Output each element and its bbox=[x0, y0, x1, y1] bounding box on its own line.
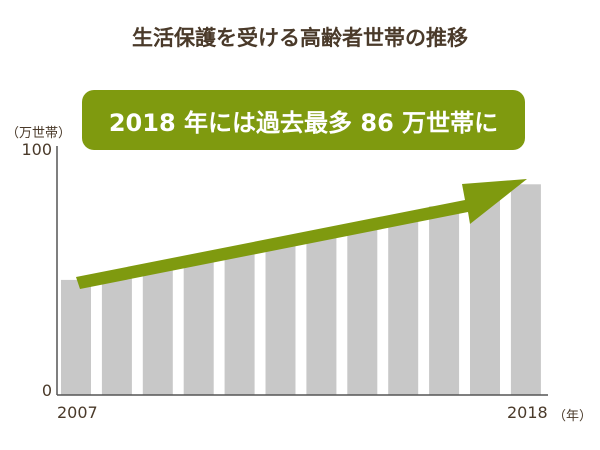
bar-2007 bbox=[61, 279, 91, 395]
bar-2009 bbox=[142, 267, 173, 395]
bar-2013 bbox=[306, 233, 337, 395]
x-tick-end: 2018 bbox=[507, 403, 548, 422]
x-axis-unit: （年） bbox=[553, 409, 593, 424]
y-tick-100: 100 bbox=[21, 140, 52, 159]
chart-title: 生活保護を受ける高齢者世帯の推移 bbox=[132, 26, 468, 50]
y-axis-label: （万世帯） bbox=[6, 126, 72, 141]
bar-2011 bbox=[224, 250, 255, 395]
bar-2008 bbox=[101, 274, 132, 395]
bar-2018 bbox=[510, 184, 541, 395]
bar-2014 bbox=[347, 226, 378, 395]
trend-arrow bbox=[76, 179, 527, 289]
bar-2010 bbox=[183, 257, 214, 395]
bar-2015 bbox=[388, 216, 419, 395]
annotation-banner: 2018 年には過去最多 86 万世帯に bbox=[82, 90, 525, 150]
y-tick-0: 0 bbox=[41, 381, 52, 400]
x-tick-start: 2007 bbox=[57, 403, 98, 422]
bars-group bbox=[61, 184, 541, 395]
bar-2012 bbox=[265, 243, 296, 395]
bar-2016 bbox=[429, 206, 460, 395]
bar-2017 bbox=[470, 196, 500, 395]
